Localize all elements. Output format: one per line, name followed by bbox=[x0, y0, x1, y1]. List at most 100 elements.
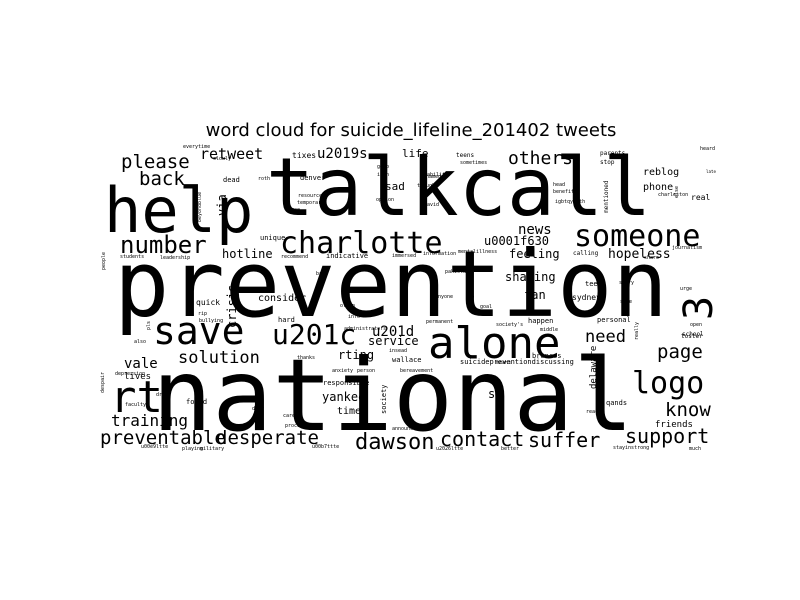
word-training-28: training bbox=[111, 411, 188, 430]
chart-title: word cloud for suicide_lifeline_201402 t… bbox=[205, 120, 617, 141]
word-teens-92: teens bbox=[456, 152, 474, 159]
word-rip-146: rip bbox=[198, 311, 207, 317]
word-beyondblue-86: beyondblue bbox=[197, 192, 203, 222]
word-journalism-74: journalism bbox=[672, 245, 702, 251]
word-slowly-144: slowly bbox=[213, 156, 231, 162]
word-happen-58: happen bbox=[528, 317, 553, 325]
word-rting-42: rting bbox=[338, 348, 374, 362]
word-fan-41: fan bbox=[524, 288, 546, 302]
word-number-11: number bbox=[120, 231, 207, 259]
word-u00e9ltte-140: u00e9ltte bbox=[141, 444, 168, 450]
word-preventable-17: preventable bbox=[100, 427, 226, 449]
word-free-153: free bbox=[288, 207, 300, 213]
word-depression-81: depression bbox=[115, 371, 145, 377]
word-retweet-24: retweet bbox=[200, 145, 263, 163]
word-bullying-87: bullying bbox=[199, 318, 223, 324]
word-delaware-51: delaware bbox=[589, 346, 599, 389]
word-broncos-56: broncos bbox=[532, 352, 562, 360]
word-support-16: support bbox=[625, 424, 709, 448]
word-3-12: 3 bbox=[676, 296, 722, 320]
word-bereavement-78: bereavement bbox=[400, 368, 433, 374]
word-know-20: know bbox=[665, 399, 711, 421]
word-recommend-98: recommend bbox=[281, 254, 308, 260]
word-via-34: via bbox=[215, 194, 229, 216]
word-head-116: head bbox=[553, 182, 565, 188]
word-talkcall-2: talkcall bbox=[266, 141, 651, 234]
word-consider-43: consider bbox=[258, 293, 306, 304]
word-lives-52: lives bbox=[124, 372, 151, 382]
word-solution-26: solution bbox=[178, 348, 260, 368]
word-heard-112: heard bbox=[700, 146, 715, 152]
word-real-115: real bbox=[691, 193, 710, 202]
word-denver-68: denver bbox=[300, 174, 325, 182]
word-charlotte-6: charlotte bbox=[280, 226, 443, 261]
word-cloud-words: preventionnationaltalkcallhelpalonesavec… bbox=[100, 141, 722, 455]
word-quick-59: quick bbox=[196, 298, 220, 307]
word-vale-31: vale bbox=[124, 356, 158, 372]
word-u00b7ttte-141: u00b7ttte bbox=[312, 444, 339, 450]
word-u2019s-25: u2019s bbox=[317, 146, 368, 162]
word-others-23: others bbox=[508, 148, 573, 169]
word-though-91: though bbox=[417, 183, 435, 189]
word-service-39: service bbox=[368, 334, 419, 348]
word-anyone-79: anyone bbox=[435, 294, 453, 300]
word-cloud-background bbox=[100, 142, 716, 450]
word-rt-8: rt bbox=[110, 372, 163, 423]
word-yankee-40: yankee bbox=[322, 390, 365, 404]
word-stop-71: stop bbox=[600, 159, 615, 166]
word-help-3: help bbox=[104, 174, 253, 247]
word-proceeds-102: proceeds bbox=[285, 423, 309, 429]
word-national-1: national bbox=[152, 337, 634, 454]
word-please-21: please bbox=[121, 151, 190, 173]
word-page-19: page bbox=[657, 341, 703, 363]
word-friends-50: friends bbox=[655, 420, 693, 430]
word-times-44: times bbox=[337, 406, 367, 417]
word-everytime-145: everytime bbox=[183, 144, 210, 150]
word-better-137: better bbox=[501, 446, 519, 452]
word-qands-55: qands bbox=[606, 399, 627, 407]
word-person-123: person bbox=[357, 368, 375, 374]
word-often-125: often bbox=[340, 303, 355, 309]
word-anxiety-122: anxiety bbox=[332, 368, 353, 374]
word-late-113: late bbox=[706, 169, 716, 174]
word-life-47: life bbox=[402, 147, 429, 160]
word-temporary-101: temporary bbox=[297, 200, 324, 206]
word-benefit-89: benefit bbox=[553, 189, 574, 195]
word-david-109: david bbox=[424, 202, 439, 208]
word-hard-67: hard bbox=[278, 316, 295, 324]
word-alone-4: alone bbox=[428, 318, 560, 369]
word-resources-152: resources bbox=[298, 193, 325, 199]
word-personal-57: personal bbox=[597, 316, 631, 324]
word-reblog-48: reblog bbox=[643, 167, 679, 178]
word-unique-64: unique bbox=[260, 234, 285, 242]
word-u201c-10: u201c bbox=[272, 318, 356, 351]
word-insead-124: insead bbox=[389, 348, 407, 354]
word-sure-128: sure bbox=[620, 299, 632, 305]
word-mentalillness-99: mentalillness bbox=[458, 249, 497, 255]
word-sometimes-93: sometimes bbox=[460, 160, 487, 166]
word-faculty-88: faculty bbox=[125, 402, 146, 408]
word-tixes-150: tixes bbox=[292, 151, 316, 160]
word-u2026ltte-143: u2026ltte bbox=[436, 446, 463, 452]
word-drive-131: drive bbox=[156, 392, 171, 398]
word-sad-46: sad bbox=[385, 180, 405, 193]
word-teens-54: teens bbox=[585, 280, 606, 288]
word-u201d-29: u201d bbox=[372, 324, 414, 340]
word-open-120: open bbox=[690, 322, 702, 328]
word-reach-119: reach bbox=[586, 409, 601, 415]
word-sydney-53: sydney bbox=[572, 293, 601, 302]
word-share-94: share bbox=[644, 255, 659, 261]
word-found-66: found bbox=[186, 398, 207, 406]
word-pls-129: pls bbox=[146, 321, 152, 330]
word-administrators-76: administrators bbox=[344, 326, 386, 332]
word-someone-7: someone bbox=[574, 219, 700, 254]
word-need-27: need bbox=[585, 327, 626, 347]
word-people-80: people bbox=[101, 252, 107, 270]
word-desperate-18: desperate bbox=[216, 427, 319, 449]
word-society-62: society bbox=[380, 384, 388, 414]
word-dear-133: dear bbox=[252, 406, 264, 412]
word-igbtqyouth-106: igbtqyouth bbox=[555, 199, 585, 205]
word-parents-70: parents bbox=[600, 150, 626, 157]
word-indicative-63: indicative bbox=[326, 252, 368, 260]
word-military-83: military bbox=[200, 446, 224, 452]
